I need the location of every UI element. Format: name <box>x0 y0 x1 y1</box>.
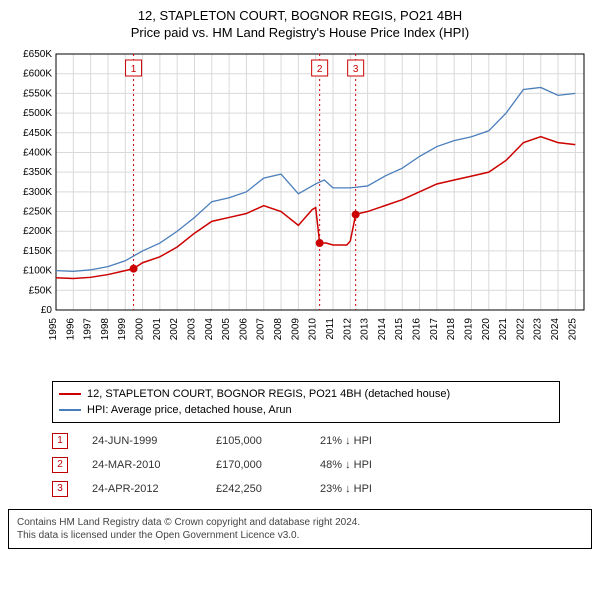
svg-text:1999: 1999 <box>117 318 128 341</box>
svg-text:2019: 2019 <box>463 318 474 341</box>
svg-text:2017: 2017 <box>429 318 440 341</box>
transaction-marker-1: 1 <box>52 433 68 449</box>
svg-text:1997: 1997 <box>83 318 94 341</box>
svg-text:£150K: £150K <box>23 246 52 257</box>
svg-text:2004: 2004 <box>204 318 215 341</box>
svg-text:2001: 2001 <box>152 318 163 341</box>
transaction-diff: 23% ↓ HPI <box>320 483 410 495</box>
svg-text:2012: 2012 <box>342 318 353 341</box>
transaction-diff: 48% ↓ HPI <box>320 459 410 471</box>
transaction-price: £105,000 <box>216 435 296 447</box>
legend-row-property: 12, STAPLETON COURT, BOGNOR REGIS, PO21 … <box>59 386 553 402</box>
svg-text:1998: 1998 <box>100 318 111 341</box>
svg-text:2018: 2018 <box>446 318 457 341</box>
legend-row-hpi: HPI: Average price, detached house, Arun <box>59 402 553 418</box>
svg-text:£500K: £500K <box>23 108 52 119</box>
svg-text:£400K: £400K <box>23 147 52 158</box>
transactions-table: 1 24-JUN-1999 £105,000 21% ↓ HPI 2 24-MA… <box>52 429 560 501</box>
title-line1: 12, STAPLETON COURT, BOGNOR REGIS, PO21 … <box>4 8 596 23</box>
svg-text:2011: 2011 <box>325 318 336 340</box>
svg-text:2008: 2008 <box>273 318 284 341</box>
footer-line1: Contains HM Land Registry data © Crown c… <box>17 516 583 529</box>
svg-text:£50K: £50K <box>29 285 53 296</box>
transaction-marker-3: 3 <box>52 481 68 497</box>
svg-text:1995: 1995 <box>48 318 59 341</box>
svg-text:2022: 2022 <box>515 318 526 341</box>
legend-swatch-property <box>59 393 81 395</box>
transaction-row: 1 24-JUN-1999 £105,000 21% ↓ HPI <box>52 429 560 453</box>
svg-text:2025: 2025 <box>567 318 578 341</box>
svg-text:2: 2 <box>317 64 323 75</box>
svg-text:£550K: £550K <box>23 88 52 99</box>
transaction-marker-2: 2 <box>52 457 68 473</box>
svg-text:£200K: £200K <box>23 226 52 237</box>
svg-text:£100K: £100K <box>23 266 52 277</box>
chart-area: £0 £50K £100K £150K £200K £250K £300K £350K £400… <box>8 48 592 373</box>
chart-title-block: 12, STAPLETON COURT, BOGNOR REGIS, PO21 … <box>0 0 600 44</box>
svg-text:1: 1 <box>131 64 137 75</box>
svg-text:1996: 1996 <box>65 318 76 341</box>
license-footer: Contains HM Land Registry data © Crown c… <box>8 509 592 549</box>
svg-text:£350K: £350K <box>23 167 52 178</box>
transaction-date: 24-APR-2012 <box>92 483 192 495</box>
svg-text:2013: 2013 <box>360 318 371 341</box>
transaction-price: £170,000 <box>216 459 296 471</box>
svg-text:£250K: £250K <box>23 207 52 218</box>
transaction-diff: 21% ↓ HPI <box>320 435 410 447</box>
svg-text:£650K: £650K <box>23 49 52 60</box>
page-container: 12, STAPLETON COURT, BOGNOR REGIS, PO21 … <box>0 0 600 549</box>
svg-text:2007: 2007 <box>256 318 267 341</box>
transaction-row: 2 24-MAR-2010 £170,000 48% ↓ HPI <box>52 453 560 477</box>
svg-text:2023: 2023 <box>533 318 544 341</box>
legend-swatch-hpi <box>59 409 81 411</box>
svg-text:2016: 2016 <box>412 318 423 341</box>
svg-text:2020: 2020 <box>481 318 492 341</box>
svg-text:2002: 2002 <box>169 318 180 341</box>
svg-text:£600K: £600K <box>23 69 52 80</box>
svg-text:£0: £0 <box>41 305 53 316</box>
svg-text:2006: 2006 <box>238 318 249 341</box>
line-chart-svg: £0 £50K £100K £150K £200K £250K £300K £350K £400… <box>8 48 592 368</box>
svg-text:2024: 2024 <box>550 318 561 341</box>
legend: 12, STAPLETON COURT, BOGNOR REGIS, PO21 … <box>52 381 560 423</box>
footer-line2: This data is licensed under the Open Gov… <box>17 529 583 542</box>
transaction-date: 24-JUN-1999 <box>92 435 192 447</box>
svg-text:2005: 2005 <box>221 318 232 341</box>
legend-label-hpi: HPI: Average price, detached house, Arun <box>87 402 292 418</box>
legend-label-property: 12, STAPLETON COURT, BOGNOR REGIS, PO21 … <box>87 386 450 402</box>
title-line2: Price paid vs. HM Land Registry's House … <box>4 25 596 40</box>
svg-text:2015: 2015 <box>394 318 405 341</box>
transaction-row: 3 24-APR-2012 £242,250 23% ↓ HPI <box>52 477 560 501</box>
svg-text:2014: 2014 <box>377 318 388 341</box>
svg-text:2010: 2010 <box>308 318 319 341</box>
transaction-date: 24-MAR-2010 <box>92 459 192 471</box>
svg-text:2003: 2003 <box>186 318 197 341</box>
svg-text:£450K: £450K <box>23 128 52 139</box>
svg-text:2000: 2000 <box>135 318 146 341</box>
svg-text:2021: 2021 <box>498 318 509 341</box>
svg-text:2009: 2009 <box>290 318 301 341</box>
transaction-price: £242,250 <box>216 483 296 495</box>
svg-text:3: 3 <box>353 64 359 75</box>
svg-text:£300K: £300K <box>23 187 52 198</box>
